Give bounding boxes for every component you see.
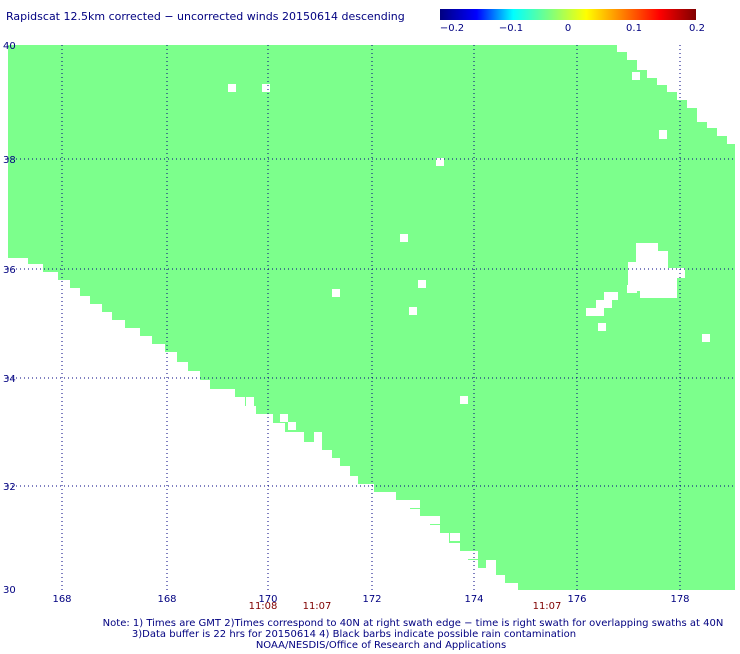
missing-data-cell: [586, 308, 596, 316]
missing-data-cell: [410, 500, 420, 508]
footnote-line: NOAA/NESDIS/Office of Research and Appli…: [256, 640, 506, 650]
missing-data-cell: [314, 432, 322, 442]
missing-data-cell: [450, 533, 460, 541]
missing-data-patches: [228, 72, 710, 568]
colorbar-tick-label: −0.2: [440, 23, 464, 34]
lon-tick-label: 168: [157, 594, 176, 605]
colorbar-ticks: −0.2 −0.1 0 0.1 0.2: [440, 23, 705, 34]
missing-data-cell: [366, 484, 374, 492]
lon-tick-label: 172: [362, 594, 381, 605]
missing-data-cell: [604, 292, 618, 300]
lon-tick-label: 174: [464, 594, 483, 605]
footnotes: Note: 1) Times are GMT 2)Times correspon…: [103, 618, 724, 651]
colorbar-tick-label: −0.1: [499, 23, 523, 34]
colorbar-tick-label: 0: [565, 23, 571, 34]
lon-tick-label: 176: [567, 594, 586, 605]
lat-tick-label: 34: [3, 374, 16, 385]
swath-time-label: 11:07: [303, 601, 332, 612]
missing-data-cell: [262, 84, 270, 92]
missing-data-cell: [632, 72, 640, 80]
lat-tick-labels: 40 38 36 34 32 30: [3, 41, 16, 596]
colorbar: [440, 9, 696, 20]
lat-tick-label: 36: [3, 265, 16, 276]
missing-data-cell: [246, 397, 254, 406]
figure-title: Rapidscat 12.5km corrected − uncorrected…: [6, 10, 405, 23]
graticule: [8, 45, 735, 590]
missing-data-cell: [332, 289, 340, 297]
lon-tick-labels: 168 168 170 172 174 176 178: [52, 594, 689, 605]
lon-tick-label: 170: [258, 594, 277, 605]
missing-data-cell: [388, 492, 396, 500]
lon-tick-label: 178: [670, 594, 689, 605]
missing-data-cell: [228, 84, 236, 92]
missing-data-cell: [659, 130, 667, 139]
missing-data-cell: [598, 323, 606, 331]
missing-data-cell: [288, 422, 296, 430]
colorbar-tick-label: 0.2: [689, 23, 705, 34]
missing-data-cell: [486, 560, 496, 568]
missing-data-cell: [596, 308, 604, 316]
swath-time-label: 11:08: [249, 601, 278, 612]
missing-data-cell: [436, 158, 444, 166]
missing-data-cell: [409, 307, 417, 315]
missing-data-cell: [702, 334, 710, 342]
missing-data-cell: [596, 300, 612, 308]
swath-time-label: 11:07: [533, 601, 562, 612]
missing-data-cell: [460, 396, 468, 404]
missing-data-cell: [628, 243, 685, 298]
colorbar-tick-label: 0.1: [626, 23, 642, 34]
footnote-line: 3)Data buffer is 22 hrs for 20150614 4) …: [132, 629, 576, 640]
missing-data-cell: [627, 285, 637, 293]
missing-data-cell: [280, 414, 288, 422]
missing-data-cell: [468, 551, 478, 559]
lat-tick-label: 38: [3, 155, 16, 166]
missing-data-cell: [296, 432, 304, 440]
lat-tick-label: 30: [3, 585, 16, 596]
missing-data-cell: [418, 280, 426, 288]
missing-data-cell: [342, 466, 350, 474]
missing-data-cell: [400, 234, 408, 242]
lon-tick-label: 168: [52, 594, 71, 605]
swath-time-labels: 11:08 11:07 11:07: [249, 601, 562, 612]
footnote-line: Note: 1) Times are GMT 2)Times correspon…: [103, 618, 724, 629]
lat-tick-label: 32: [3, 482, 16, 493]
missing-data-cell: [430, 516, 440, 524]
lat-tick-label: 40: [3, 41, 16, 52]
